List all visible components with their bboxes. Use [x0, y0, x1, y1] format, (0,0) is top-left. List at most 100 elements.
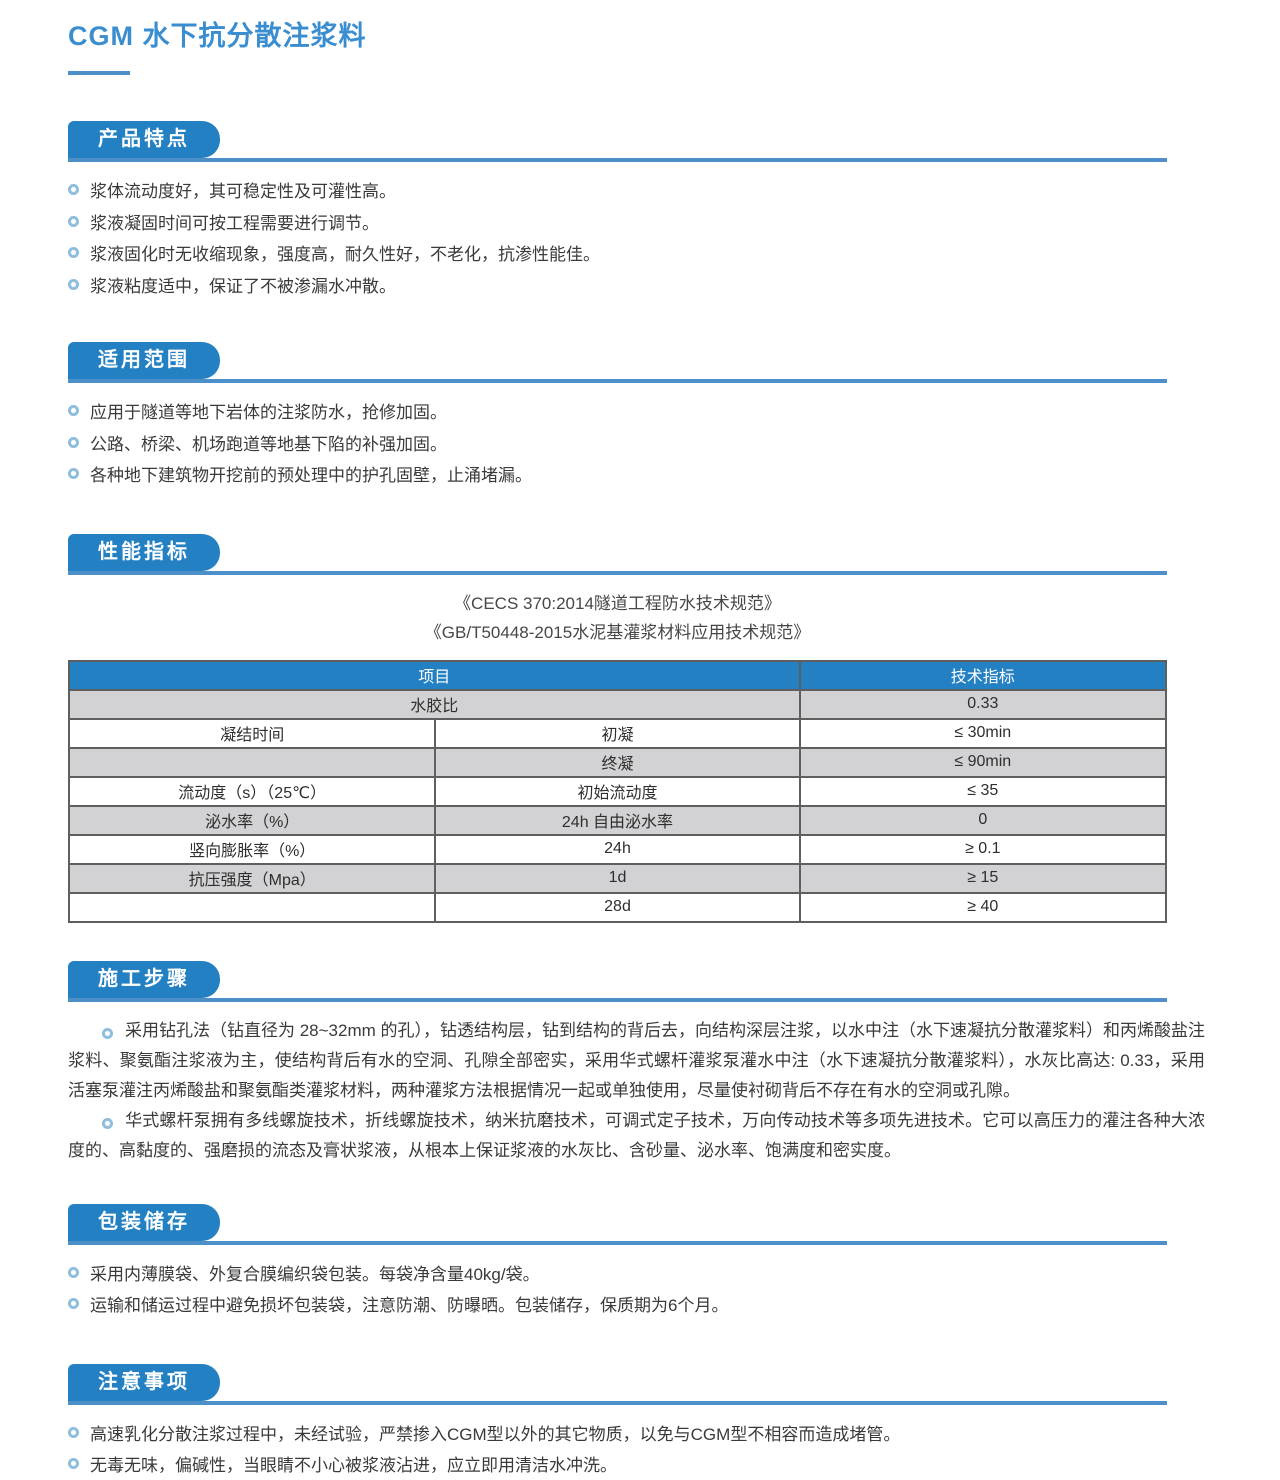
table-cell: 凝结时间 — [67, 717, 437, 749]
table-cell: ≤ 90min — [798, 746, 1168, 778]
section-scope: 适用范围 应用于隧道等地下岩体的注浆防水，抢修加固。 公路、桥梁、机场跑道等地基下… — [68, 342, 1205, 490]
construction-paragraph: 采用钻孔法（钻直径为 28~32mm 的孔），钻透结构层，钻到结构的背后去，向结… — [68, 1016, 1205, 1106]
bullet-icon — [68, 405, 79, 417]
list-item-text: 运输和储运过程中避免损坏包装袋，注意防潮、防曝晒。包装储存，保质期为6个月。 — [90, 1296, 729, 1316]
list-item-text: 应用于隧道等地下岩体的注浆防水，抢修加固。 — [90, 403, 447, 423]
table-row: 流动度（s）（25℃） 初始流动度 ≤ 35 — [67, 775, 1168, 807]
list-item: 公路、桥梁、机场跑道等地基下陷的补强加固。 — [68, 427, 1205, 459]
table-cell: ≤ 35 — [798, 775, 1168, 807]
list-item-text: 浆液固化时无收缩现象，强度高，耐久性好，不老化，抗渗性能佳。 — [90, 245, 600, 265]
list-item-text: 各种地下建筑物开挖前的预处理中的护孔固壁，止涌堵漏。 — [90, 466, 532, 486]
paragraph-text: 华式螺杆泵拥有多线螺旋技术，折线螺旋技术，纳米抗磨技术，可调式定子技术，万向传动… — [68, 1110, 1205, 1160]
list-item-text: 浆液凝固时间可按工程需要进行调节。 — [90, 213, 379, 233]
table-header-item: 项目 — [68, 659, 801, 691]
performance-table: 项目 技术指标 水胶比 0.33 凝结时间 初凝 ≤ 30min 终凝 ≤ 90min 流动度… — [67, 659, 1168, 923]
table-cell: 24h 自由泌水率 — [434, 804, 801, 836]
list-item: 浆体流动度好，其可稳定性及可灌性高。 — [68, 174, 1205, 206]
precautions-list: 高速乳化分散注浆过程中，未经试验，严禁掺入CGM型以外的其它物质，以免与CGM型… — [68, 1417, 1205, 1480]
table-header-row: 项目 技术指标 — [68, 659, 1168, 691]
section-header: 适用范围 — [68, 342, 1167, 383]
table-cell: ≥ 15 — [798, 862, 1168, 894]
features-list: 浆体流动度好，其可稳定性及可灌性高。 浆液凝固时间可按工程需要进行调节。浆液固化时… — [68, 174, 1205, 300]
table-cell: 28d — [434, 891, 801, 923]
packaging-list: 采用内薄膜袋、外复合膜编织袋包装。每袋净含量40kg/袋。运输和储运过程中避免损… — [68, 1257, 1205, 1320]
construction-paragraphs: 采用钻孔法（钻直径为 28~32mm 的孔），钻透结构层，钻到结构的背后去，向结… — [68, 1016, 1205, 1166]
section-title-badge: 适用范围 — [68, 342, 220, 379]
list-item: 各种地下建筑物开挖前的预处理中的护孔固壁，止涌堵漏。 — [68, 458, 1205, 490]
table-row: 水胶比 0.33 — [68, 688, 1168, 720]
list-item: 运输和储运过程中避免损坏包装袋，注意防潮、防曝晒。包装储存，保质期为6个月。 — [68, 1288, 1205, 1320]
section-header: 包装储存 — [68, 1203, 1167, 1245]
list-item: 高速乳化分散注浆过程中，未经试验，严禁掺入CGM型以外的其它物质，以免与CGM型… — [68, 1417, 1205, 1449]
bullet-icon — [68, 184, 79, 196]
section-title-badge: 施工步骤 — [68, 960, 220, 998]
table-cell: 水胶比 — [68, 688, 801, 720]
table-cell: 竖向膨胀率（%） — [67, 833, 437, 865]
list-item: 浆液凝固时间可按工程需要进行调节。 — [68, 206, 1205, 238]
table-cell: ≤ 30min — [798, 717, 1168, 749]
table-cell — [67, 746, 437, 778]
bullet-icon — [68, 278, 79, 290]
bullet-icon — [68, 1266, 79, 1278]
section-title-badge: 包装储存 — [68, 1203, 220, 1241]
page-title: CGM 水下抗分散注浆料 — [68, 21, 367, 51]
section-title-badge: 产品特点 — [68, 121, 220, 158]
table-cell: 终凝 — [434, 746, 801, 778]
table-row: 竖向膨胀率（%） 24h ≥ 0.1 — [67, 833, 1168, 865]
bullet-icon — [68, 1298, 79, 1310]
table-cell — [67, 891, 437, 923]
table-cell: 抗压强度（Mpa） — [67, 862, 437, 894]
section-title-badge: 性能指标 — [68, 533, 220, 571]
section-header: 性能指标 — [68, 533, 1167, 575]
table-header-indicator: 技术指标 — [798, 659, 1168, 691]
section-header: 产品特点 — [68, 121, 1167, 162]
table-cell: 初始流动度 — [434, 775, 801, 807]
table-cell: 泌水率（%） — [67, 804, 437, 836]
section-packaging: 包装储存 采用内薄膜袋、外复合膜编织袋包装。每袋净含量40kg/袋。运输和储运过… — [68, 1203, 1205, 1320]
standards-references: 《CECS 370:2014隧道工程防水技术规范》 《GB/T50448-201… — [68, 589, 1167, 647]
table-cell: 0.33 — [798, 688, 1168, 720]
list-item-text: 公路、桥梁、机场跑道等地基下陷的补强加固。 — [90, 434, 447, 454]
section-header: 注意事项 — [68, 1363, 1167, 1405]
list-item: 浆液固化时无收缩现象，强度高，耐久性好，不老化，抗渗性能佳。 — [68, 237, 1205, 269]
standard-reference: 《GB/T50448-2015水泥基灌浆材料应用技术规范》 — [424, 622, 811, 642]
section-performance: 性能指标 《CECS 370:2014隧道工程防水技术规范》 《GB/T5044… — [67, 533, 1205, 923]
list-item: 采用内薄膜袋、外复合膜编织袋包装。每袋净含量40kg/袋。 — [68, 1257, 1205, 1289]
section-precautions: 注意事项 高速乳化分散注浆过程中，未经试验，严禁掺入CGM型以外的其它物质，以免… — [68, 1363, 1205, 1480]
list-item: 应用于隧道等地下岩体的注浆防水，抢修加固。 — [68, 395, 1205, 427]
list-item-text: 采用内薄膜袋、外复合膜编织袋包装。每袋净含量40kg/袋。 — [90, 1264, 540, 1284]
bullet-icon — [68, 215, 79, 227]
bullet-icon — [68, 1426, 79, 1438]
paragraph-text: 采用钻孔法（钻直径为 28~32mm 的孔），钻透结构层，钻到结构的背后去，向结… — [68, 1020, 1206, 1100]
bullet-icon — [68, 468, 79, 480]
table-cell: 24h — [434, 833, 801, 865]
section-features: 产品特点 浆体流动度好，其可稳定性及可灌性高。 浆液凝固时间可按工程需要进行调节。… — [68, 121, 1205, 300]
list-item-text: 浆体流动度好，其可稳定性及可灌性高。 — [90, 182, 396, 202]
standard-reference: 《CECS 370:2014隧道工程防水技术规范》 — [454, 593, 781, 613]
table-cell: ≥ 40 — [798, 891, 1168, 923]
table-row: 凝结时间 初凝 ≤ 30min — [67, 717, 1168, 749]
title-underline — [68, 71, 130, 75]
section-title-badge: 注意事项 — [68, 1363, 220, 1401]
list-item-text: 无毒无味，偏碱性，当眼睛不小心被浆液沾进，应立即用清洁水冲洗。 — [90, 1456, 617, 1476]
scope-list: 应用于隧道等地下岩体的注浆防水，抢修加固。 公路、桥梁、机场跑道等地基下陷的补强加… — [68, 395, 1205, 490]
table-cell: 流动度（s）（25℃） — [67, 775, 437, 807]
performance-table-body: 水胶比 0.33 凝结时间 初凝 ≤ 30min 终凝 ≤ 90min 流动度（s）（25℃）… — [67, 688, 1168, 923]
list-item: 无毒无味，偏碱性，当眼睛不小心被浆液沾进，应立即用清洁水冲洗。 — [68, 1448, 1205, 1480]
bullet-icon — [68, 1458, 79, 1470]
bullet-icon — [102, 1117, 113, 1129]
table-row: 抗压强度（Mpa） 1d ≥ 15 — [67, 862, 1168, 894]
list-item-text: 高速乳化分散注浆过程中，未经试验，严禁掺入CGM型以外的其它物质，以免与CGM型… — [90, 1424, 901, 1444]
bullet-icon — [102, 1027, 113, 1039]
section-header: 施工步骤 — [68, 960, 1167, 1002]
bullet-icon — [68, 247, 79, 259]
table-cell: 0 — [798, 804, 1168, 836]
section-construction: 施工步骤 采用钻孔法（钻直径为 28~32mm 的孔），钻透结构层，钻到结构的背… — [68, 960, 1205, 1166]
table-row: 泌水率（%） 24h 自由泌水率 0 — [67, 804, 1168, 836]
table-cell: ≥ 0.1 — [798, 833, 1168, 865]
table-row: 终凝 ≤ 90min — [67, 746, 1168, 778]
bullet-icon — [68, 436, 79, 448]
table-row: 28d ≥ 40 — [67, 891, 1168, 923]
list-item-text: 浆液粘度适中，保证了不被渗漏水冲散。 — [90, 276, 396, 296]
